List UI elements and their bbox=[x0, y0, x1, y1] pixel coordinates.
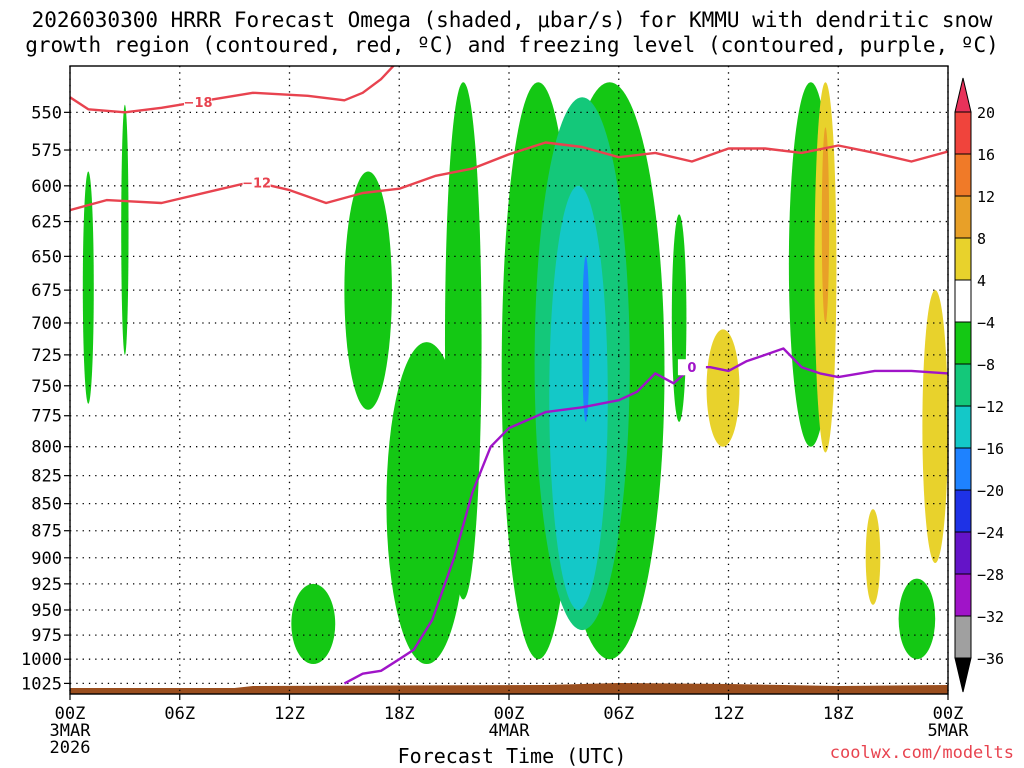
omega-region-4pos bbox=[706, 329, 740, 447]
y-tick-label: 900 bbox=[31, 549, 62, 569]
omega-region-8pos bbox=[821, 127, 830, 323]
y-tick-label: 550 bbox=[31, 103, 62, 123]
x-tick-year-label: 2026 bbox=[50, 738, 91, 758]
colorbar-label: −32 bbox=[977, 608, 1004, 626]
y-tick-label: 950 bbox=[31, 601, 62, 621]
x-tick-label: 00Z bbox=[494, 704, 525, 724]
y-tick-label: 800 bbox=[31, 438, 62, 458]
x-tick-label: 12Z bbox=[713, 704, 744, 724]
y-tick-label: 875 bbox=[31, 522, 62, 542]
omega-region-4neg bbox=[121, 104, 129, 355]
colorbar-max-triangle bbox=[954, 77, 972, 113]
colorbar-label: 12 bbox=[977, 188, 995, 206]
contour-label-bg bbox=[242, 174, 271, 191]
chart-title-line-2: growth region (contoured, red, ºC) and f… bbox=[25, 33, 999, 57]
colorbar-swatch bbox=[954, 531, 972, 575]
y-tick-label: 1025 bbox=[21, 674, 62, 694]
omega-region-4neg bbox=[898, 578, 936, 660]
colorbar-label: −4 bbox=[977, 314, 995, 332]
colorbar-label: 20 bbox=[977, 104, 995, 122]
x-tick-label: 18Z bbox=[823, 704, 854, 724]
y-tick-label: 600 bbox=[31, 177, 62, 197]
colorbar-swatch bbox=[954, 279, 972, 323]
omega-region-4pos bbox=[922, 290, 948, 563]
y-tick-label: 700 bbox=[31, 314, 62, 334]
colorbar-label: −36 bbox=[977, 650, 1004, 668]
colorbar-label: −16 bbox=[977, 440, 1004, 458]
contour-line-0 bbox=[70, 66, 395, 114]
contour-label-bg bbox=[677, 359, 706, 376]
colorbar-min-triangle bbox=[954, 657, 972, 693]
colorbar-swatch bbox=[954, 489, 972, 533]
y-tick-label: 925 bbox=[31, 575, 62, 595]
x-tick-date-label: 4MAR bbox=[489, 721, 531, 741]
colorbar-swatch bbox=[954, 363, 972, 407]
terrain bbox=[70, 683, 948, 694]
omega-region-4neg bbox=[671, 214, 687, 422]
x-tick-label: 06Z bbox=[603, 704, 634, 724]
omega-region-4neg bbox=[291, 583, 336, 665]
y-tick-label: 750 bbox=[31, 377, 62, 397]
x-tick-label: 00Z bbox=[933, 704, 964, 724]
contour-label: 0 bbox=[687, 361, 696, 376]
y-tick-label: 625 bbox=[31, 213, 62, 233]
contour-line-2 bbox=[343, 347, 948, 685]
omega-region-4neg bbox=[82, 171, 94, 404]
terrain-fill bbox=[70, 683, 948, 694]
colorbar-label: 4 bbox=[977, 272, 986, 290]
x-tick-label: 06Z bbox=[164, 704, 195, 724]
y-tick-label: 725 bbox=[31, 346, 62, 366]
colorbar-swatch bbox=[954, 573, 972, 617]
colorbar-swatch bbox=[954, 111, 972, 155]
x-tick-label: 12Z bbox=[274, 704, 305, 724]
omega-region-16neg bbox=[582, 256, 590, 422]
colorbar-label: −12 bbox=[977, 398, 1004, 416]
x-tick-date-label: 3MAR bbox=[50, 721, 92, 741]
y-tick-label: 1000 bbox=[21, 650, 62, 670]
omega-region-4neg bbox=[444, 82, 482, 600]
omega-shading bbox=[82, 82, 948, 665]
y-tick-label: 575 bbox=[31, 141, 62, 161]
credit-text: coolwx.com/modelts bbox=[829, 743, 1014, 763]
colorbar-swatch bbox=[954, 321, 972, 365]
y-tick-label: 825 bbox=[31, 467, 62, 487]
x-tick-label: 18Z bbox=[384, 704, 415, 724]
colorbar-label: 8 bbox=[977, 230, 986, 248]
y-tick-label: 850 bbox=[31, 495, 62, 515]
colorbar-swatch bbox=[954, 153, 972, 197]
colorbar-swatch bbox=[954, 447, 972, 491]
colorbar-swatch bbox=[954, 405, 972, 449]
omega-region-12neg bbox=[549, 185, 608, 610]
contour-label: −12 bbox=[242, 176, 271, 191]
colorbar-swatch bbox=[954, 195, 972, 239]
omega-region-4neg bbox=[344, 171, 392, 410]
omega-region-4pos bbox=[865, 509, 881, 605]
colorbar-swatch bbox=[954, 615, 972, 659]
colorbar-label: 16 bbox=[977, 146, 995, 164]
colorbar-label: −20 bbox=[977, 482, 1004, 500]
y-tick-label: 650 bbox=[31, 247, 62, 267]
colorbar-label: −28 bbox=[977, 566, 1004, 584]
y-tick-label: 975 bbox=[31, 626, 62, 646]
colorbar-label: −24 bbox=[977, 524, 1004, 542]
x-axis-label: Forecast Time (UTC) bbox=[397, 744, 627, 768]
contour-label-bg bbox=[184, 93, 213, 110]
x-tick-date-label: 5MAR bbox=[928, 721, 970, 741]
colorbar-label: −8 bbox=[977, 356, 995, 374]
y-tick-label: 675 bbox=[31, 281, 62, 301]
axes: 550 575 600 625 650 675 700 725 750 775 800 825 850 8… bbox=[21, 103, 969, 758]
chart-title-line-1: 2026030300 HRRR Forecast Omega (shaded, … bbox=[31, 8, 993, 32]
y-tick-label: 775 bbox=[31, 407, 62, 427]
x-tick-label: 00Z bbox=[55, 704, 86, 724]
colorbar-swatch bbox=[954, 237, 972, 281]
colorbar: 20 16 12 8 4 −4 −8 −12 −16 −20 −24 −28 −32 −36 bbox=[954, 77, 1004, 693]
contour-label: −18 bbox=[184, 96, 213, 111]
